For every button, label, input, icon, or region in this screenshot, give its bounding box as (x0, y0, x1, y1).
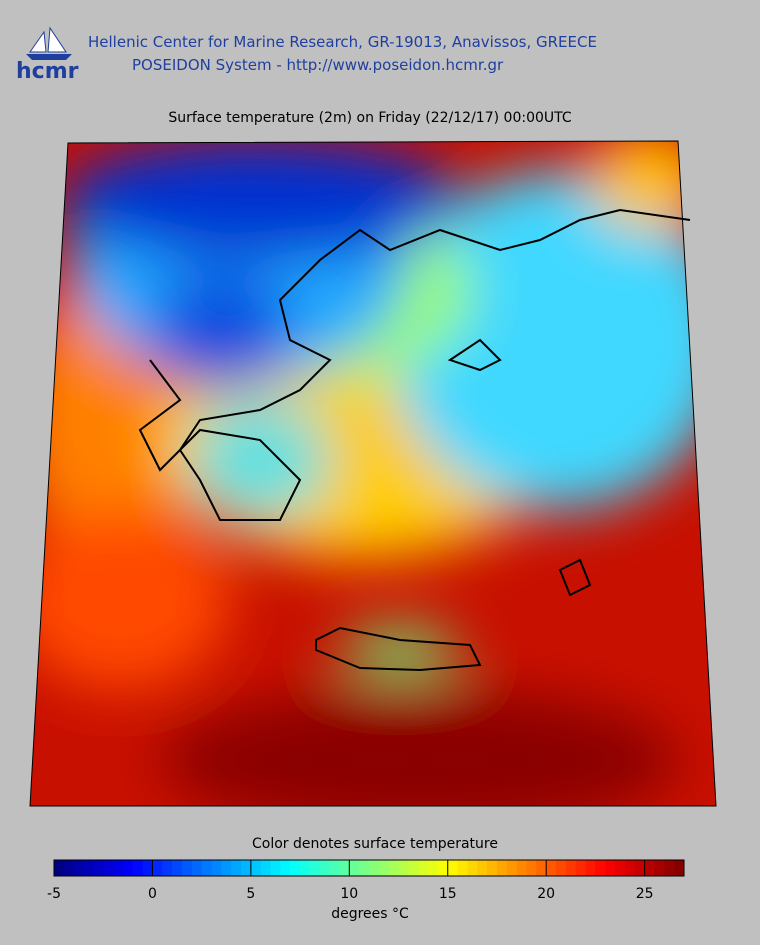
colorbar-segment (191, 860, 203, 876)
colorbar-segment (280, 860, 291, 876)
colorbar-segment (329, 860, 340, 876)
logo: hcmr (16, 26, 79, 84)
colorbar-unit: degrees °C (331, 906, 409, 922)
colorbar-tick-label: 10 (340, 886, 358, 902)
colorbar-segment (496, 860, 508, 876)
colorbar-segment (319, 860, 331, 876)
colorbar-segment (388, 860, 400, 876)
colorbar-segment (624, 860, 636, 876)
colorbar-segment (103, 860, 114, 876)
colorbar-segment (152, 860, 163, 876)
colorbar-segment (260, 860, 272, 876)
colorbar-tick-label: 15 (439, 886, 457, 902)
colorbar-segment (634, 860, 646, 876)
colorbar-segment (221, 860, 232, 876)
colorbar-segment (231, 860, 242, 876)
colorbar-segment (349, 860, 360, 876)
colorbar: -5 0 5 10 15 20 25 (47, 859, 685, 902)
colorbar-segment (674, 860, 685, 876)
colorbar-segment (536, 860, 547, 876)
colorbar-segment (122, 860, 134, 876)
colorbar-segment (359, 860, 370, 876)
colorbar-segment (132, 860, 144, 876)
colorbar-segment (575, 860, 587, 876)
colorbar-segment (556, 860, 567, 876)
colorbar-segment (369, 860, 380, 876)
colorbar-segment (408, 860, 419, 876)
temperature-field (30, 141, 716, 806)
colorbar-segment (398, 860, 409, 876)
colorbar-segment (73, 860, 85, 876)
colorbar-tick-label: 25 (636, 886, 654, 902)
colorbar-segment (290, 860, 301, 876)
coastline (138, 208, 691, 672)
colorbar-title: Color denotes surface temperature (252, 836, 498, 852)
map-title: Surface temperature (2m) on Friday (22/1… (168, 110, 571, 126)
header-line: Hellenic Center for Marine Research, GR-… (88, 33, 597, 51)
colorbar-segment (300, 860, 311, 876)
colorbar-segment (241, 860, 252, 876)
colorbar-segment (447, 860, 459, 876)
colorbar-segment (172, 860, 183, 876)
colorbar-tick-label: 0 (148, 886, 157, 902)
colorbar-segment (93, 860, 104, 876)
colorbar-segment (585, 860, 596, 876)
colorbar-tick-label: -5 (47, 886, 61, 902)
colorbar-segment (437, 860, 449, 876)
colorbar-segment (654, 860, 665, 876)
colorbar-segment (113, 860, 124, 876)
colorbar-segment (309, 860, 321, 876)
colorbar-segment (339, 860, 350, 876)
colorbar-segment (428, 860, 439, 876)
colorbar-segment (201, 860, 212, 876)
colorbar-segment (378, 860, 390, 876)
logo-text: hcmr (16, 59, 79, 84)
colorbar-segment (457, 860, 468, 876)
colorbar-segment (418, 860, 429, 876)
colorbar-segment (516, 860, 527, 876)
colorbar-segment (250, 860, 262, 876)
colorbar-segment (565, 860, 577, 876)
colorbar-segment (615, 860, 626, 876)
colorbar-segment (142, 860, 153, 876)
colorbar-segment (467, 860, 478, 876)
colorbar-segment (162, 860, 173, 876)
colorbar-segment (487, 860, 498, 876)
colorbar-segment (270, 860, 281, 876)
colorbar-segment (83, 860, 94, 876)
colorbar-segment (54, 860, 65, 876)
colorbar-segment (595, 860, 606, 876)
colorbar-segment (644, 860, 655, 876)
colorbar-segment (526, 860, 537, 876)
colorbar-segment (181, 860, 193, 876)
colorbar-segment (506, 860, 518, 876)
colorbar-segment (546, 860, 557, 876)
colorbar-segment (477, 860, 488, 876)
header-line: POSEIDON System - http://www.poseidon.hc… (132, 56, 504, 74)
map-frame (29, 140, 717, 807)
colorbar-segment (605, 860, 616, 876)
colorbar-segment (63, 860, 75, 876)
colorbar-tick-label: 5 (246, 886, 255, 902)
colorbar-tick-label: 20 (537, 886, 555, 902)
colorbar-segment (211, 860, 222, 876)
colorbar-segment (664, 860, 675, 876)
